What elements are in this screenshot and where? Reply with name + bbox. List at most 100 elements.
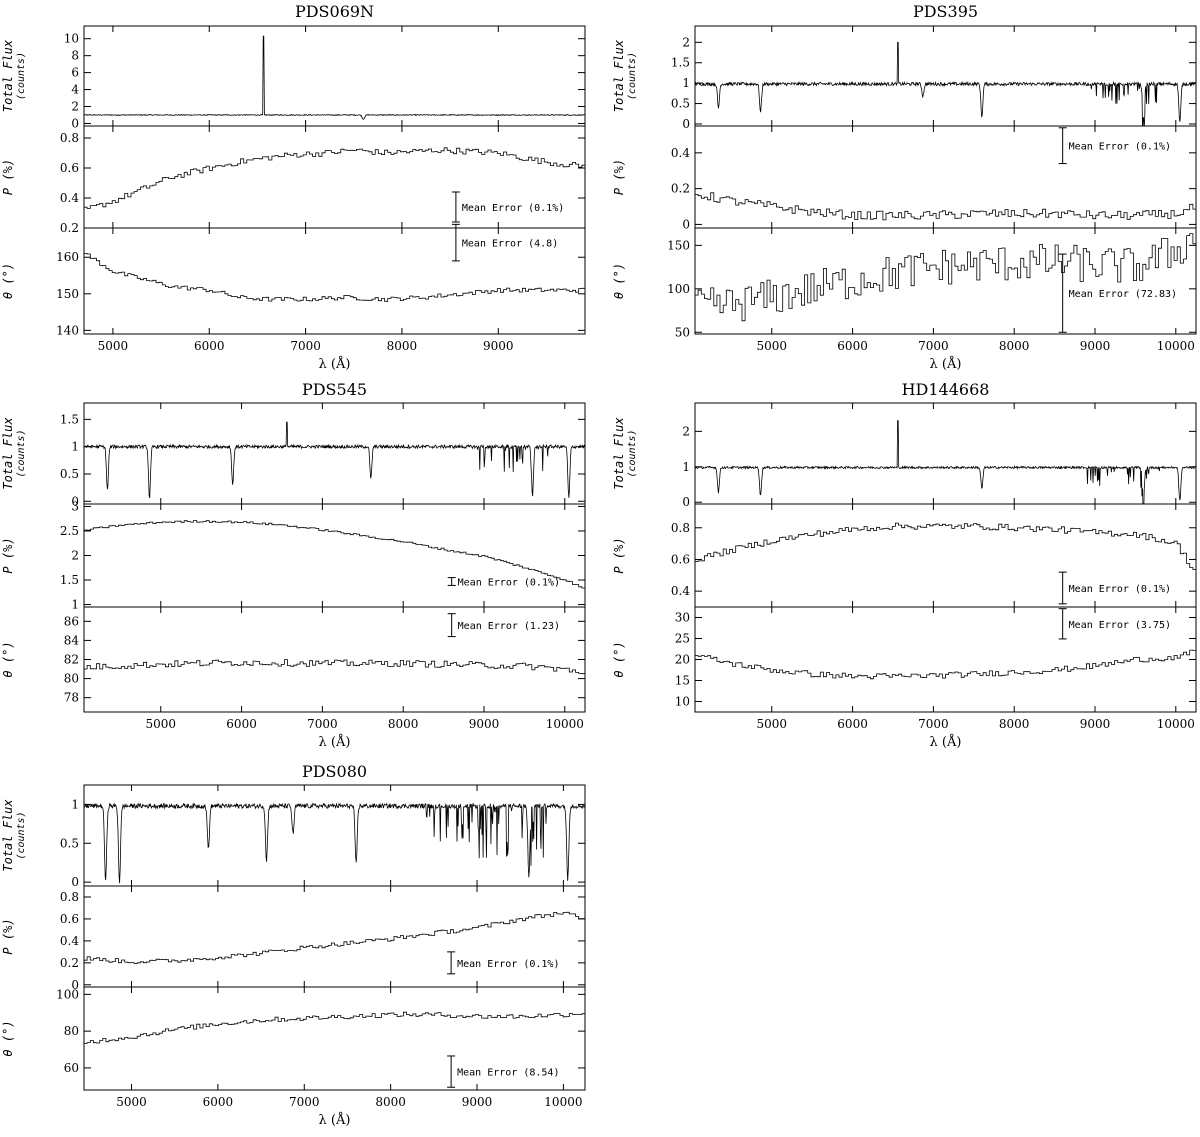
- y-tick-label: 60: [64, 1061, 79, 1075]
- y-axis-label: Total Flux: [1, 417, 15, 490]
- y-axis-label: θ (°): [612, 641, 626, 677]
- y-axis-label: P (%): [612, 159, 626, 195]
- subplot-polarization: 0.2 0.4 0.6 0.8 P (%) Mean Error (0.1%): [1, 125, 586, 235]
- data-series-line: [84, 1011, 585, 1044]
- data-series-line: [84, 911, 585, 964]
- x-tick-label: 10000: [546, 717, 584, 731]
- x-tick-label: 10000: [1157, 717, 1195, 731]
- panel-hd144668: HD144668 0 1 2 Total Flux (counts) 0.4 0.6 0.8 P …: [612, 380, 1197, 750]
- subplot-angle: 78 80 82 84 86 θ (°) Mean Error (1.23): [1, 606, 586, 713]
- y-axis-label: P (%): [1, 159, 15, 195]
- plot-frame: [694, 25, 1197, 127]
- mean-error-bar: Mean Error (0.1%): [1058, 571, 1171, 605]
- mean-error-bar: Mean Error (0.1%): [447, 577, 560, 588]
- y-tick-label: 0.4: [671, 584, 690, 598]
- data-series-line: [84, 802, 585, 884]
- y-tick-label: 1: [682, 76, 690, 90]
- mean-error-bar: Mean Error (3.75): [1058, 608, 1171, 640]
- subplot-flux: 0 0.5 1 1.5 2 Total Flux (counts): [612, 25, 1197, 131]
- y-tick-label: 2: [682, 424, 690, 438]
- subplot-flux: 0 2 4 6 8 10 Total Flux (counts): [1, 25, 586, 130]
- y-tick-label: 0: [682, 117, 690, 131]
- mean-error-label: Mean Error (4.8): [462, 239, 558, 250]
- x-tick-label: 10000: [544, 1095, 582, 1109]
- x-tick-label: 9000: [462, 1095, 493, 1109]
- y-tick-label: 50: [675, 325, 690, 339]
- mean-error-bar: Mean Error (0.1%): [451, 191, 564, 223]
- x-tick-label: 8000: [999, 717, 1030, 731]
- x-tick-label: 7000: [290, 339, 321, 353]
- y-tick-label: 0.8: [60, 890, 79, 904]
- y-tick-label: 1: [682, 460, 690, 474]
- y-tick-label: 78: [64, 691, 79, 705]
- plot-frame: [83, 503, 586, 608]
- y-tick-label: 2: [71, 100, 79, 114]
- y-axis-label: θ (°): [612, 263, 626, 299]
- y-tick-label: 1: [71, 797, 79, 811]
- y-tick-label: 0: [71, 116, 79, 130]
- x-tick-label: 5000: [756, 717, 787, 731]
- x-tick-label: 6000: [837, 717, 868, 731]
- y-tick-label: 140: [56, 323, 79, 337]
- panel-title: PDS395: [913, 2, 978, 21]
- mean-error-bar: Mean Error (8.54): [447, 1055, 559, 1088]
- x-tick-label: 8000: [388, 717, 419, 731]
- plot-frame: [83, 25, 586, 127]
- y-axis-sublabel: (counts): [627, 429, 638, 477]
- y-axis-label: P (%): [1, 537, 15, 573]
- x-tick-label: 8000: [387, 339, 418, 353]
- subplot-polarization: 0.4 0.6 0.8 P (%) Mean Error (0.1%): [612, 503, 1197, 608]
- y-tick-label: 80: [64, 672, 79, 686]
- y-tick-label: 150: [56, 287, 79, 301]
- x-tick-label: 5000: [756, 339, 787, 353]
- x-axis-label: λ (Å): [930, 356, 962, 372]
- x-axis-label: λ (Å): [930, 734, 962, 750]
- y-tick-label: 0.8: [60, 131, 79, 145]
- y-tick-label: 0.2: [671, 182, 690, 196]
- mean-error-bar: Mean Error (72.83): [1058, 253, 1177, 333]
- y-tick-label: 3: [71, 499, 79, 513]
- data-series-line: [695, 41, 1196, 126]
- x-tick-label: 5000: [145, 717, 176, 731]
- y-tick-label: 0.5: [60, 836, 79, 850]
- x-tick-label: 6000: [203, 1095, 234, 1109]
- x-axis-label: λ (Å): [319, 356, 351, 372]
- y-axis-label: P (%): [612, 537, 626, 573]
- y-tick-label: 160: [56, 250, 79, 264]
- y-tick-label: 0.4: [671, 146, 690, 160]
- plot-frame: [83, 986, 586, 1091]
- subplot-polarization: 0 0.2 0.4 0.6 0.8 P (%) Mean Error (0.1%): [1, 885, 586, 992]
- y-axis-label: Total Flux: [612, 417, 626, 490]
- y-axis-sublabel: (counts): [16, 52, 27, 100]
- y-tick-label: 0: [71, 494, 79, 508]
- subplot-polarization: 0 0.2 0.4 P (%) Mean Error (0.1%): [612, 125, 1197, 231]
- y-axis-label: Total Flux: [612, 39, 626, 112]
- y-tick-label: 0.2: [60, 956, 79, 970]
- mean-error-label: Mean Error (0.1%): [462, 203, 564, 214]
- x-tick-label: 5000: [98, 339, 129, 353]
- mean-error-label: Mean Error (0.1%): [1069, 142, 1171, 153]
- mean-error-label: Mean Error (72.83): [1069, 289, 1177, 300]
- x-tick-label: 9000: [1080, 717, 1111, 731]
- y-tick-label: 25: [675, 632, 690, 646]
- mean-error-label: Mean Error (3.75): [1069, 620, 1171, 631]
- x-tick-label: 9000: [469, 717, 500, 731]
- y-tick-label: 0.4: [60, 934, 79, 948]
- panel-pds545: PDS545 0 0.5 1 1.5 Total Flux (counts) 1 1.5 2 2.5…: [1, 380, 586, 750]
- y-tick-label: 6: [71, 66, 79, 80]
- panel-pds395: PDS395 0 0.5 1 1.5 2 Total Flux (counts) 0 0.2 0.4…: [612, 2, 1197, 372]
- x-tick-label: 10000: [1157, 339, 1195, 353]
- x-tick-label: 7000: [918, 717, 949, 731]
- plot-frame: [83, 227, 586, 335]
- subplot-flux: 0 0.5 1 1.5 Total Flux (counts): [1, 402, 586, 508]
- mean-error-label: Mean Error (0.1%): [1069, 584, 1171, 595]
- data-series-line: [695, 420, 1196, 504]
- y-tick-label: 0.5: [671, 97, 690, 111]
- y-axis-label: Total Flux: [1, 799, 15, 872]
- y-tick-label: 2.5: [60, 524, 79, 538]
- data-series-line: [84, 520, 585, 590]
- y-axis-sublabel: (counts): [16, 811, 27, 859]
